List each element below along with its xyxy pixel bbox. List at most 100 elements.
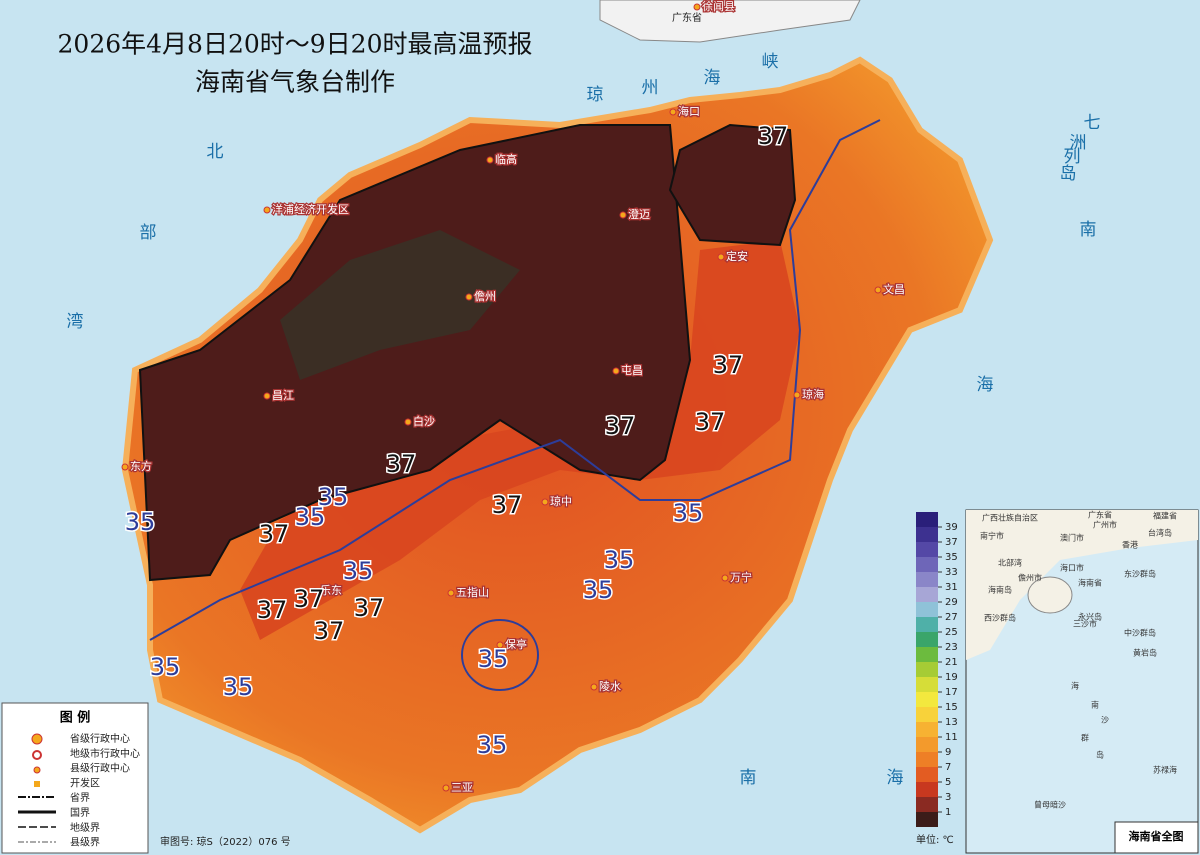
hot-zone (240, 240, 800, 640)
place-label: 三亚 (451, 781, 473, 794)
inset-label: 三沙市 (1073, 619, 1097, 629)
inset-label: 广东省 (1088, 510, 1112, 520)
place-marker (263, 392, 271, 400)
sea-label: 南 (740, 768, 757, 788)
inset-label: 广州市 (1093, 520, 1117, 530)
legend-item: 省级行政中心 (70, 732, 130, 745)
contour-label: 37 (713, 351, 744, 379)
colorbar-segment (916, 587, 938, 602)
guangdong-land (599, 0, 861, 43)
colorbar-tick-label: 33 (945, 567, 958, 578)
extreme-zone (668, 123, 797, 247)
colorbar-tick-label: 11 (945, 732, 958, 743)
review-number: 审图号: 琼S（2022）076 号 (160, 835, 291, 848)
legend-title: 图 例 (60, 710, 91, 726)
inset-label: 黄岩岛 (1133, 648, 1157, 658)
legend-item: 地级市行政中心 (70, 747, 140, 760)
legend-item: 省界 (70, 791, 90, 804)
contour-label: 35 (478, 645, 509, 673)
isotherm-35 (461, 619, 539, 691)
inset-label: 台湾岛 (1148, 528, 1172, 538)
legend-symbol (33, 766, 41, 774)
inset-label: 沙 (1101, 716, 1109, 725)
legend-item: 开发区 (70, 776, 100, 789)
place-label: 琼海 (802, 387, 824, 401)
colorbar-tick-label: 15 (945, 702, 958, 713)
place-marker (486, 156, 494, 164)
colorbar-segment (916, 707, 938, 722)
colorbar-segment (916, 767, 938, 782)
place-label: 洋浦经济开发区 (272, 202, 349, 216)
sea-label: 南 (1080, 220, 1097, 240)
contour-label: 35 (583, 576, 614, 604)
sea-label: 部 (140, 223, 157, 243)
place-marker (590, 683, 598, 691)
contour-label: 37 (386, 450, 417, 478)
isotherm-35 (149, 119, 881, 641)
sea-label: 海 (887, 768, 904, 788)
sea-label: 海 (704, 68, 721, 88)
sea-label: 岛 (1060, 164, 1077, 184)
contour-label: 35 (673, 499, 704, 527)
colorbar-tick-label: 3 (945, 792, 951, 803)
colorbar-tick-label: 31 (945, 582, 958, 593)
place-marker (541, 498, 549, 506)
place-marker (619, 211, 627, 219)
colorbar-tick-label: 1 (945, 807, 951, 818)
colorbar-tick-label: 37 (945, 537, 958, 548)
colorbar-tick-label: 17 (945, 687, 958, 698)
place-label: 白沙 (413, 414, 435, 428)
colorbar-segment (916, 692, 938, 707)
place-label: 陵水 (599, 680, 621, 693)
place-label: 琼中 (550, 494, 572, 508)
place-marker (263, 206, 271, 214)
inset-label: 西沙群岛 (984, 613, 1016, 623)
place-label: 澄迈 (628, 207, 650, 221)
sea-label: 列 (1064, 147, 1081, 167)
sea-label: 州 (642, 78, 659, 98)
colorbar-tick-label: 29 (945, 597, 958, 608)
place-marker (717, 253, 725, 261)
place-label: 定安 (726, 249, 748, 263)
inset-title-box (1114, 821, 1199, 854)
legend-symbol (31, 733, 43, 745)
place-marker (793, 391, 801, 399)
inset-label: 广西壮族自治区 (982, 513, 1038, 523)
place-label: 五指山 (456, 585, 489, 599)
colorbar-tick-label: 7 (945, 762, 951, 773)
place-label: 徐闻县 (702, 0, 735, 13)
place-label: 屯昌 (621, 364, 643, 377)
inset-land (966, 510, 1198, 660)
place-label: 东方 (130, 459, 152, 473)
place-label: 文昌 (883, 282, 905, 296)
place-marker (442, 784, 450, 792)
sea-label: 洲 (1070, 133, 1087, 153)
place-label: 昌江 (272, 389, 294, 402)
colorbar-tick-label: 27 (945, 612, 958, 623)
place-marker (721, 574, 729, 582)
contour-label: 35 (604, 546, 635, 574)
colorbar-segment (916, 572, 938, 587)
contour-label: 37 (354, 594, 385, 622)
place-marker (447, 589, 455, 597)
inset-label: 南 (1091, 700, 1099, 710)
place-marker (311, 587, 319, 595)
inset-label: 东沙群岛 (1124, 569, 1156, 579)
inset-label: 南宁市 (980, 531, 1004, 541)
colorbar-tick-label: 23 (945, 642, 958, 653)
colorbar-tick-label: 5 (945, 777, 951, 788)
colorbar-segment (916, 737, 938, 752)
inset-hainan (1027, 576, 1073, 614)
colorbar-segment (916, 647, 938, 662)
contour-label: 35 (223, 673, 254, 701)
place-marker (693, 3, 701, 11)
legend (1, 702, 149, 854)
inset-label: 香港 (1122, 540, 1138, 550)
colorbar-tick-label: 9 (945, 747, 951, 758)
colorbar-segment (916, 677, 938, 692)
inset-label: 海 (1071, 681, 1079, 691)
colorbar-tick-label: 25 (945, 627, 958, 638)
inset-label: 永兴岛 (1078, 612, 1102, 622)
place-marker (874, 286, 882, 294)
